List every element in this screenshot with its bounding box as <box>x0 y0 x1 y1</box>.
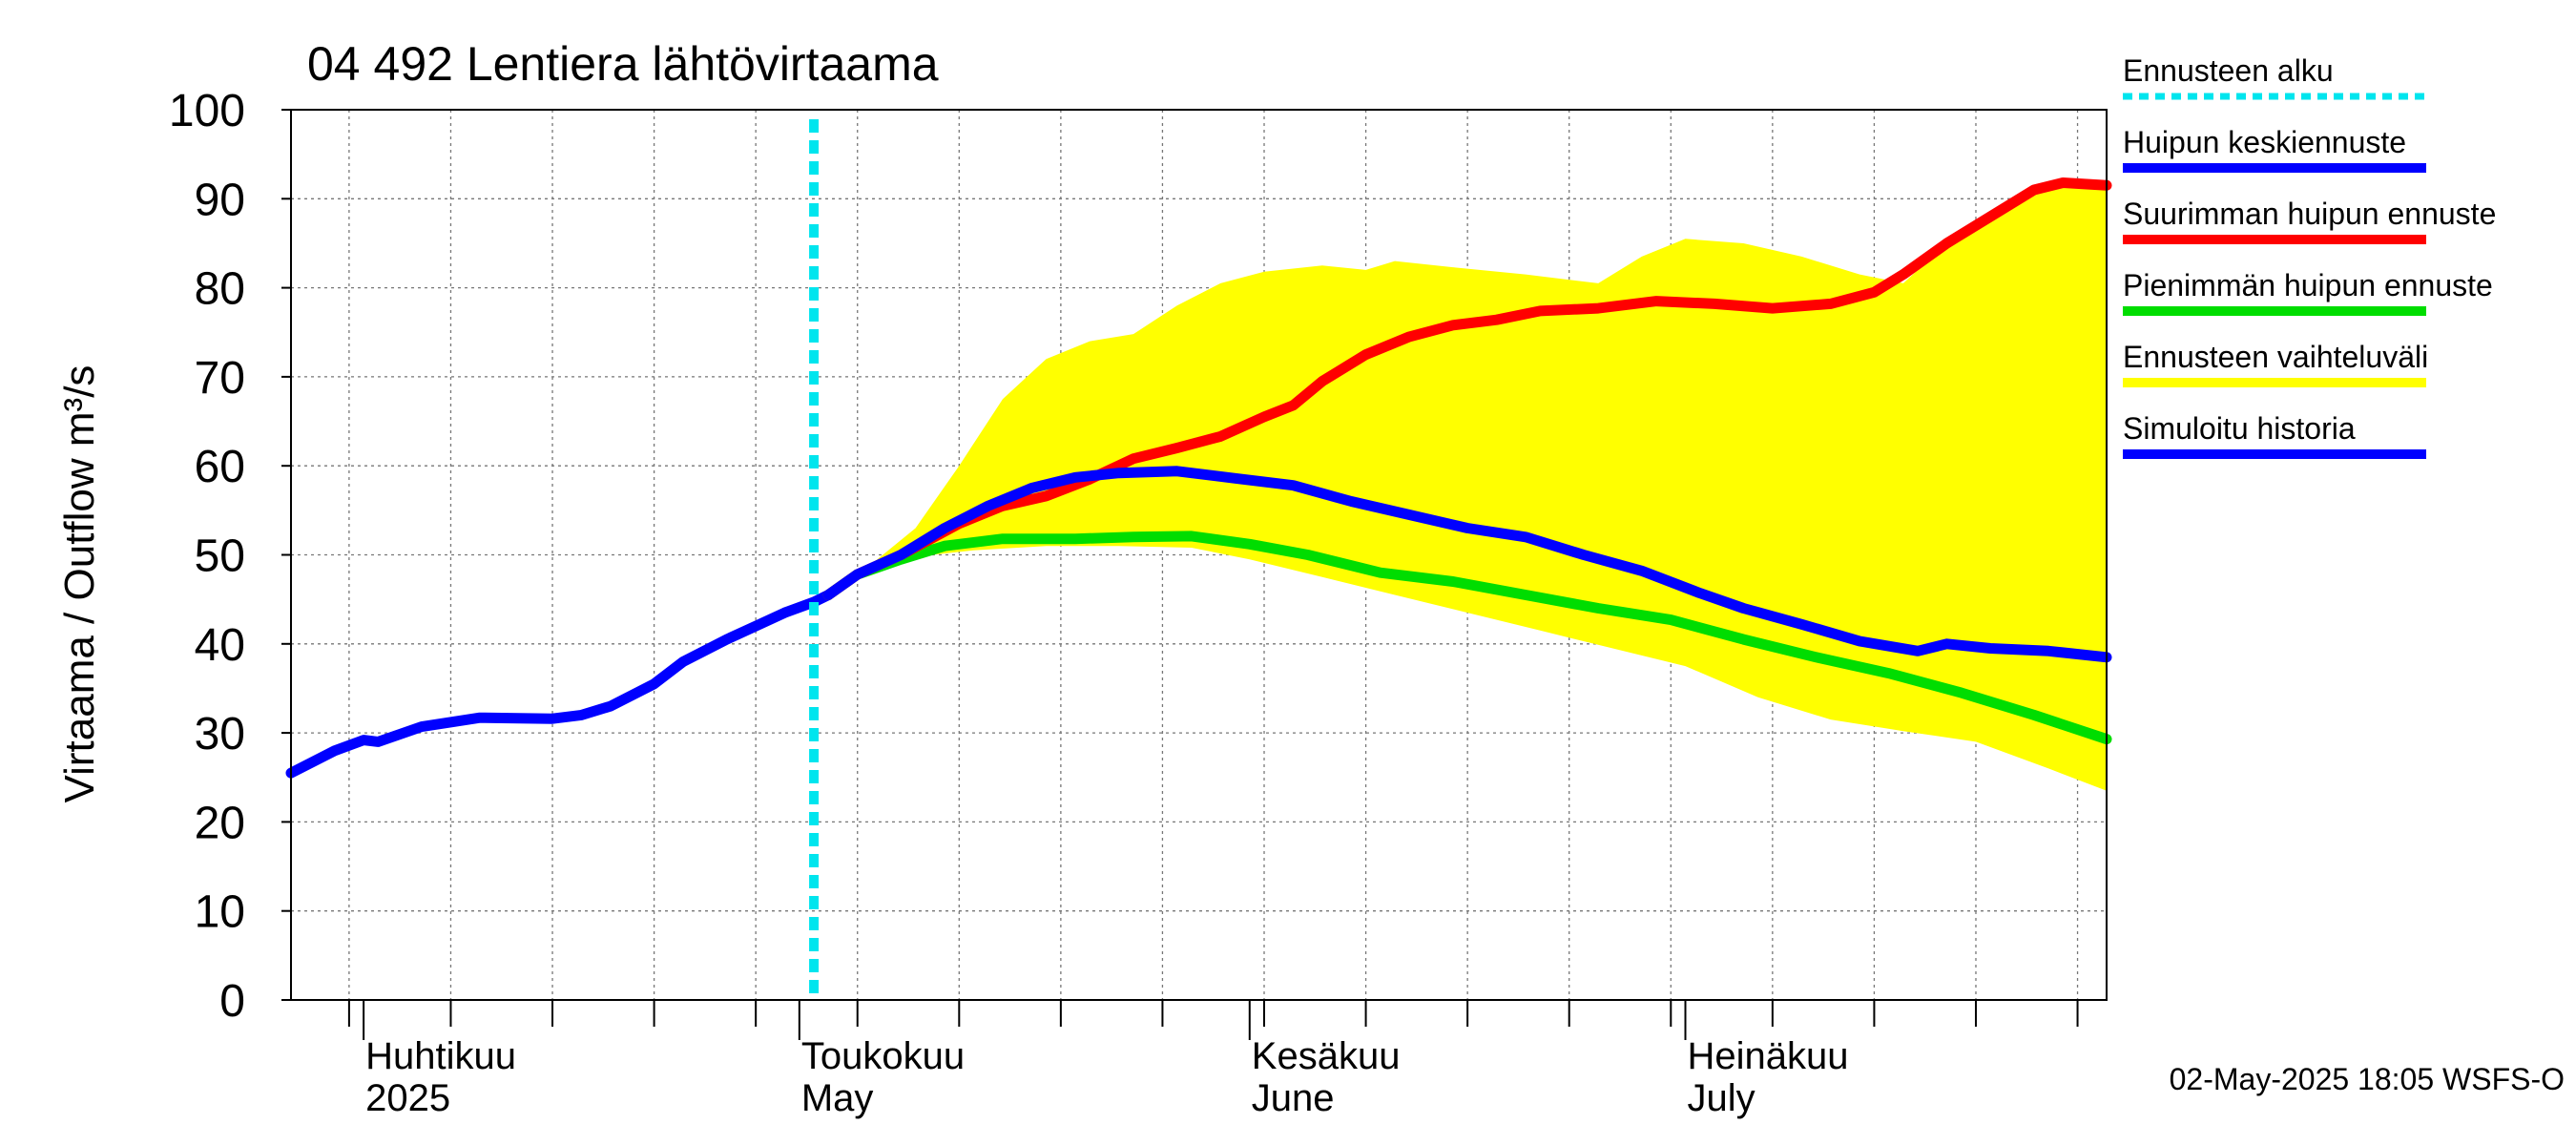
x-month-label: Heinäkuu <box>1688 1035 1849 1077</box>
x-month-sublabel: May <box>801 1077 874 1119</box>
min-peak-line <box>822 531 2112 745</box>
y-tick-label: 40 <box>195 620 245 671</box>
mean-peak-line <box>822 466 2112 663</box>
y-tick-label: 100 <box>169 86 245 136</box>
x-month-label: Toukokuu <box>801 1035 965 1077</box>
x-month-label: Kesäkuu <box>1252 1035 1401 1077</box>
y-tick-label: 90 <box>195 175 245 225</box>
y-tick-label: 0 <box>219 976 245 1027</box>
y-tick-label: 70 <box>195 353 245 404</box>
footer-timestamp: 02-May-2025 18:05 WSFS-O <box>2170 1062 2565 1096</box>
axes <box>281 109 2108 1040</box>
max-peak-line <box>822 177 2112 600</box>
y-tick-label: 80 <box>195 264 245 315</box>
forecast-range-band <box>828 180 2107 791</box>
x-month-sublabel: June <box>1252 1077 1335 1119</box>
y-tick-label: 10 <box>195 887 245 938</box>
y-tick-label: 30 <box>195 709 245 760</box>
x-month-sublabel: July <box>1688 1077 1755 1119</box>
x-month-label: Huhtikuu <box>365 1035 516 1077</box>
y-tick-label: 50 <box>195 531 245 582</box>
legend-label-mean-peak: Huipun keskiennuste <box>2123 125 2406 159</box>
legend-label-history: Simuloitu historia <box>2123 411 2356 446</box>
legend-label-forecast-start: Ennusteen alku <box>2123 53 2334 88</box>
y-tick-label: 20 <box>195 798 245 848</box>
plot-frame <box>290 109 2108 1001</box>
series-layer <box>285 177 2112 779</box>
chart-title: 04 492 Lentiera lähtövirtaama <box>307 37 939 91</box>
legend: Ennusteen alku Huipun keskiennuste Suurimm… <box>2123 53 2496 459</box>
y-axis-label: Virtaama / Outflow m³/s <box>56 365 103 803</box>
legend-label-max-peak: Suurimman huipun ennuste <box>2123 197 2496 231</box>
y-tick-label: 60 <box>195 442 245 492</box>
history-line <box>285 590 834 779</box>
y-tick-labels: 0 10 20 30 40 50 60 70 80 90 100 <box>169 86 245 1027</box>
legend-label-min-peak: Pienimmän huipun ennuste <box>2123 268 2493 302</box>
legend-label-range: Ennusteen vaihteluväli <box>2123 340 2428 374</box>
forecast-range-band-layer <box>828 180 2107 791</box>
x-month-sublabel: 2025 <box>365 1077 450 1119</box>
